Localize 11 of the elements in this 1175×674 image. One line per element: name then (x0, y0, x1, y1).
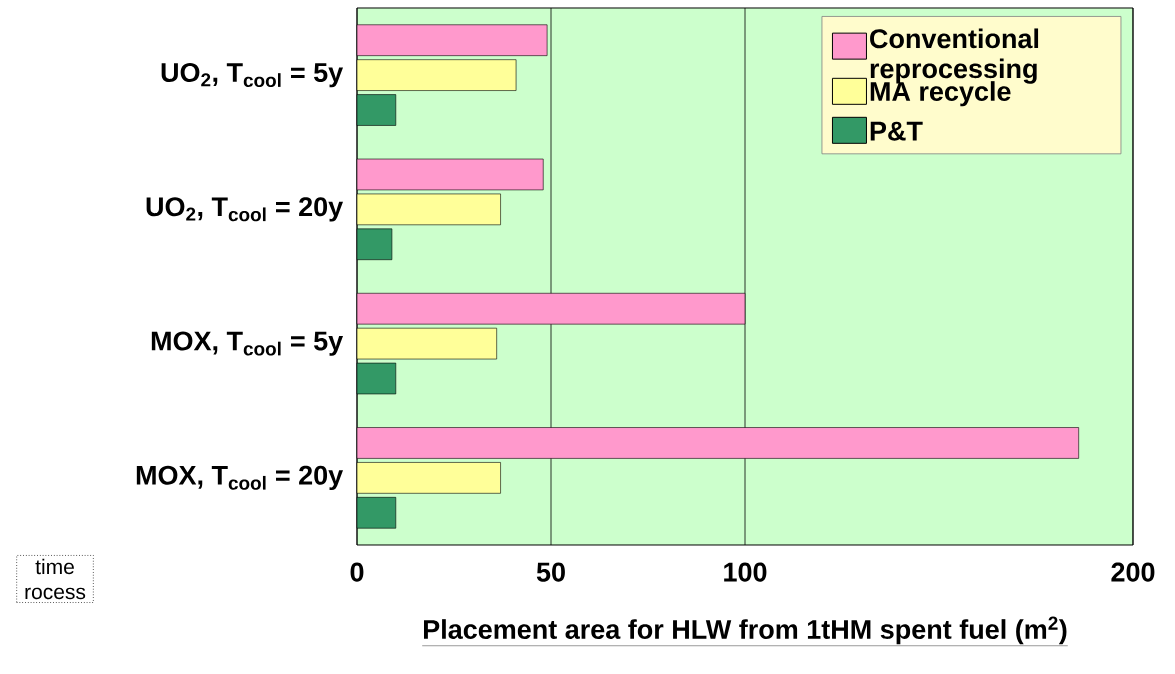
y-tick-label: MOX, T$_{cool}$ = 5y (151, 331, 344, 356)
text: time rocess (25, 558, 86, 600)
y-tick-label: UO$_{2}$, T$_{cool}$ = 5y (161, 62, 344, 88)
x-tick-label: 200 (1111, 562, 1155, 582)
x-axis-title: Placement area for HLW from 1tHM spent fuel (m$^{2}$) (424, 616, 1067, 645)
legend-label: P&T (870, 121, 923, 141)
x-tick-label: 0 (350, 562, 364, 582)
x-tick-label: 100 (724, 562, 767, 582)
y-tick-label: UO$_{2}$, T$_{cool}$ = 20y (146, 197, 344, 222)
x-tick-label: 50 (536, 562, 565, 582)
y-tick-label: MOX, T$_{cool}$ = 20y (136, 465, 344, 491)
